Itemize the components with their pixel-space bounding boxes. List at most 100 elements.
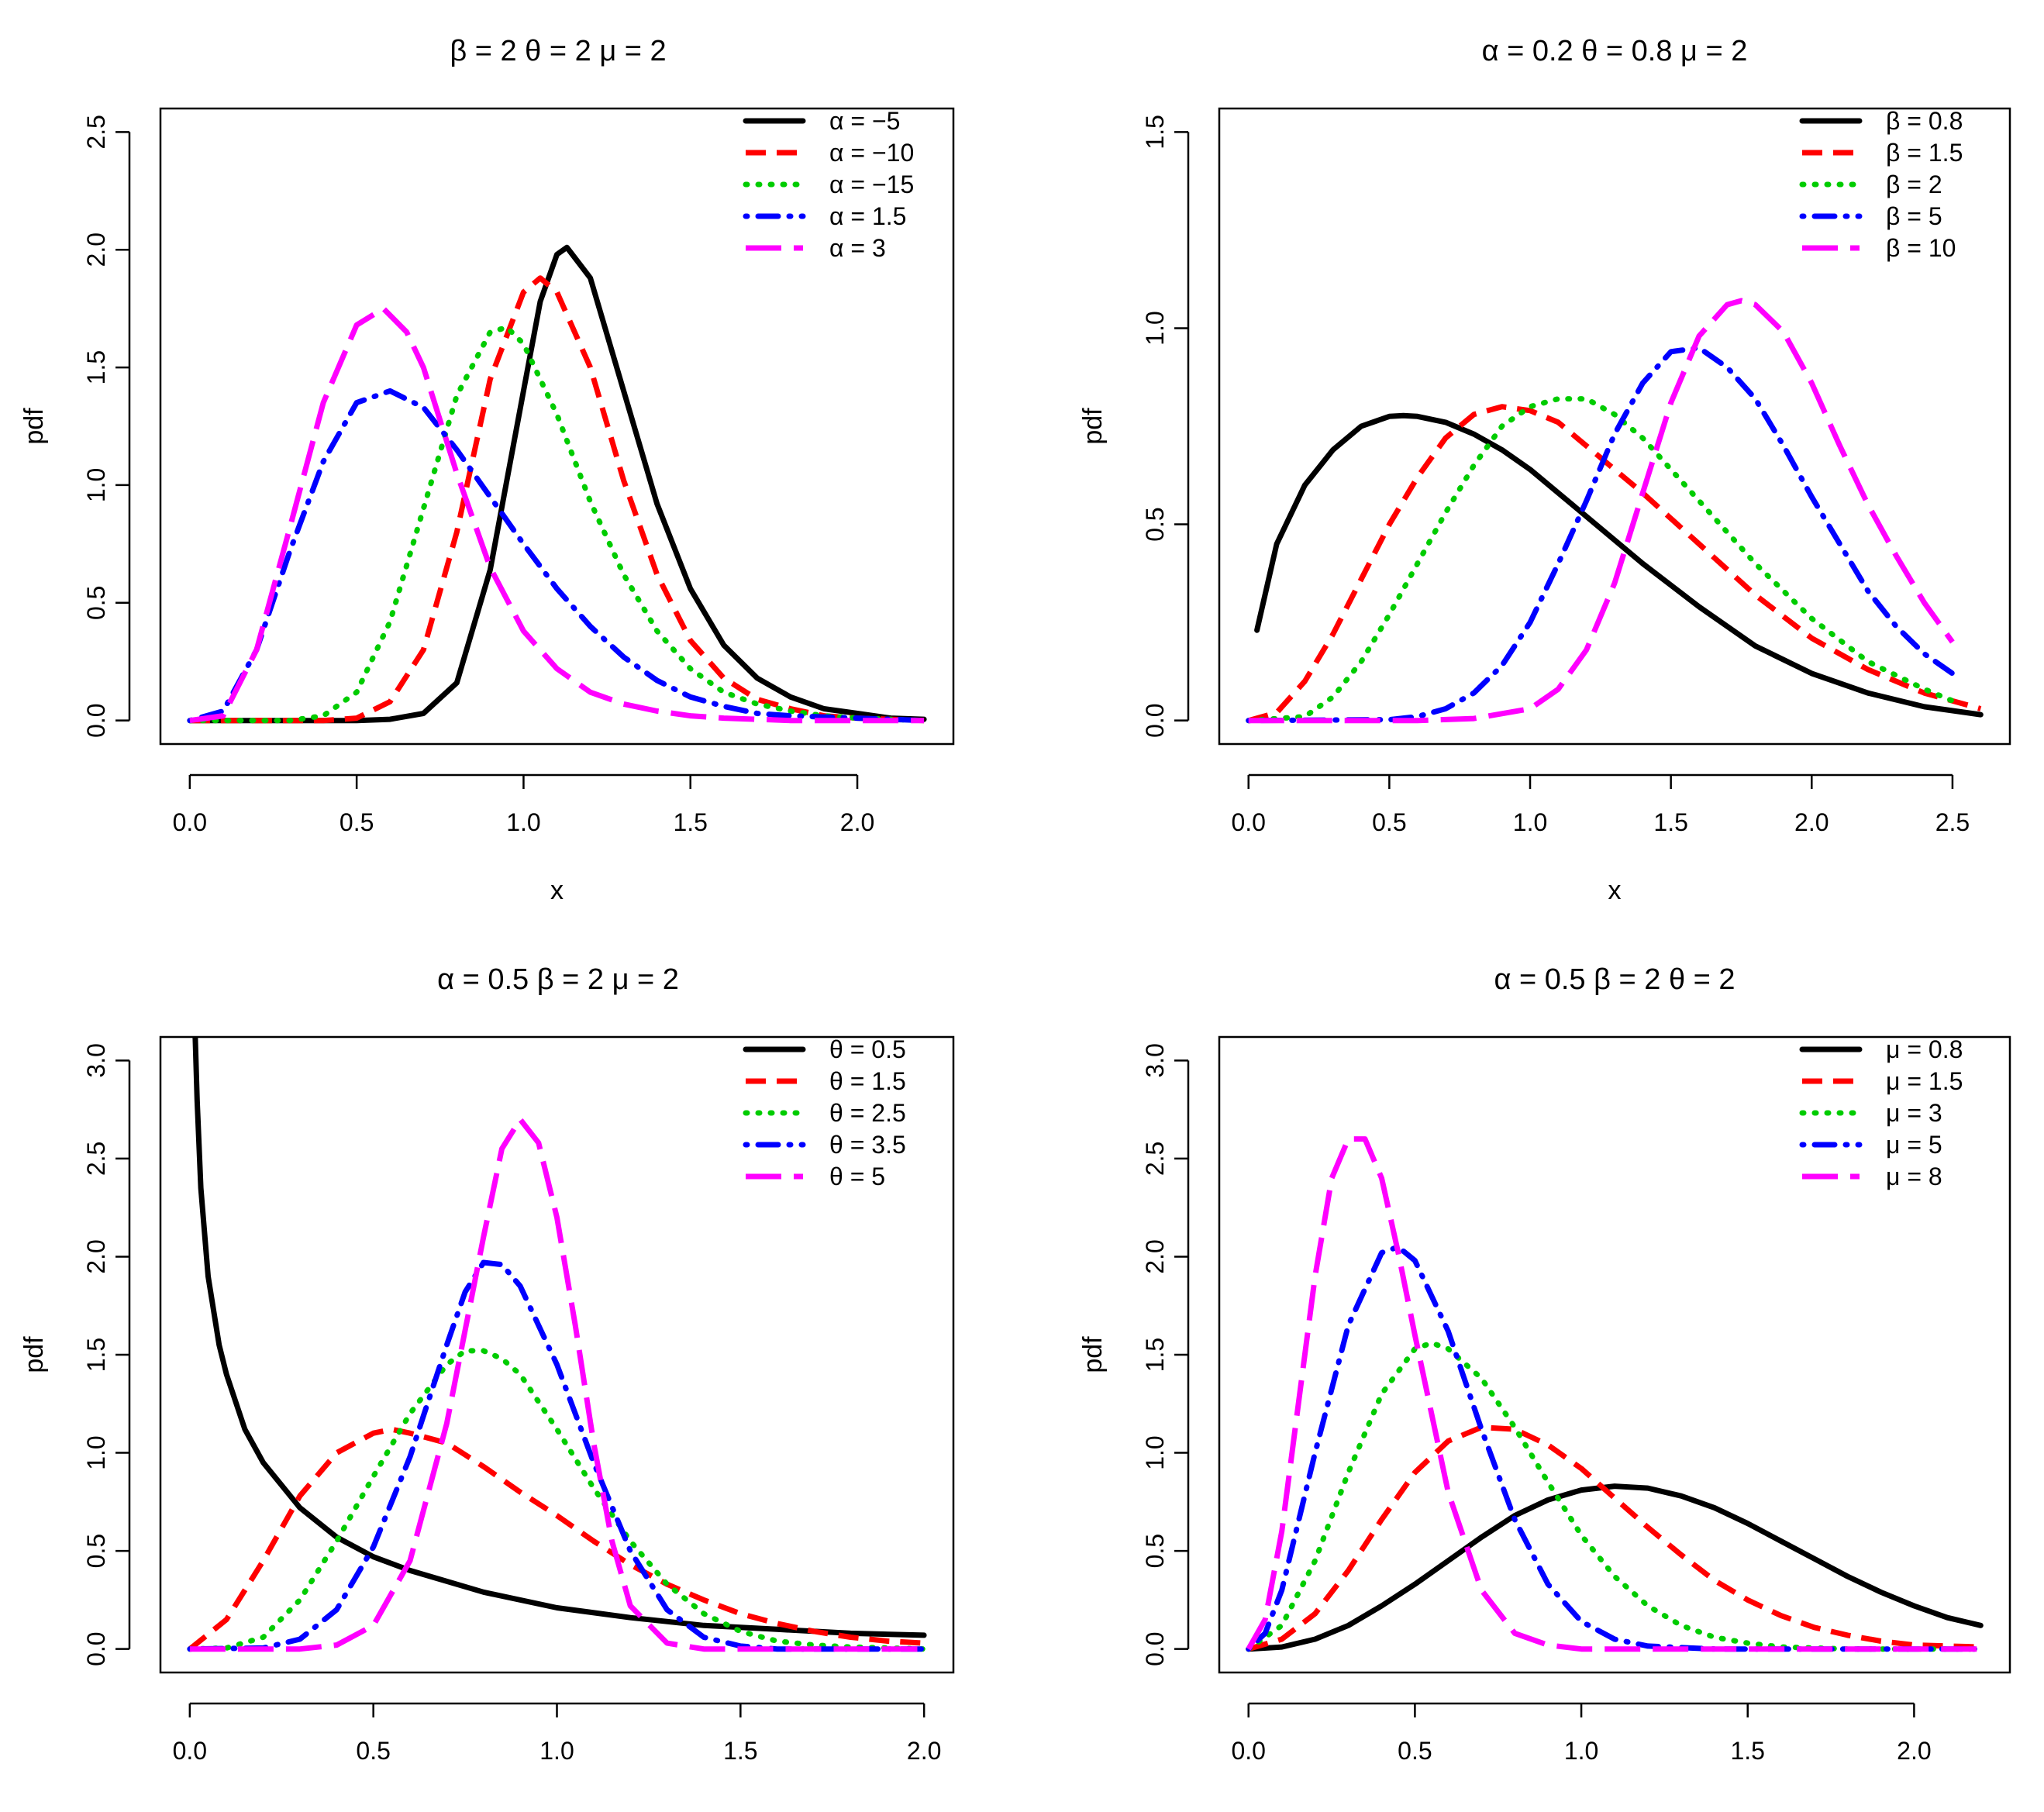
chart-panel-bottom-left: α = 0.5 β = 2 μ = 2 0.0 0.5 1.0 1.5 2.0 x 0.0 0.… bbox=[19, 963, 955, 1812]
y-tick-label: 0.0 bbox=[1141, 1631, 1169, 1666]
y-tick-label: 0.5 bbox=[82, 1534, 110, 1568]
x-tick-label: 2.0 bbox=[840, 808, 874, 836]
series-line-3 bbox=[1246, 396, 1956, 724]
y-tick-label: 1.5 bbox=[1141, 115, 1169, 149]
plot-frame bbox=[1218, 107, 2011, 746]
series-line-4 bbox=[187, 1259, 927, 1652]
y-axis-label: pdf bbox=[1078, 1336, 1108, 1373]
series-line-5 bbox=[1248, 298, 1955, 724]
series-lines bbox=[187, 1037, 927, 1652]
y-tick-label: 1.5 bbox=[82, 350, 110, 384]
y-tick-label: 1.5 bbox=[1141, 1338, 1169, 1372]
x-tick-label: 2.0 bbox=[907, 1737, 941, 1765]
legend-entry: β = 10 bbox=[1886, 234, 1956, 262]
y-axis: 0.0 0.5 1.0 1.5 bbox=[1141, 115, 1190, 738]
plot-frame bbox=[159, 1035, 955, 1674]
x-axis: 0.0 0.5 1.0 1.5 2.0 bbox=[173, 1702, 941, 1765]
plot-frame bbox=[1218, 1035, 2011, 1674]
legend-entry: θ = 0.5 bbox=[829, 1035, 906, 1063]
legend-entry: α = 1.5 bbox=[829, 202, 906, 230]
y-axis: 0.0 0.5 1.0 1.5 2.0 2.5 3.0 bbox=[82, 1043, 131, 1666]
x-tick-label: 1.0 bbox=[1564, 1737, 1598, 1765]
y-tick-label: 1.0 bbox=[82, 468, 110, 502]
x-axis-label: x bbox=[550, 1804, 564, 1812]
y-tick-label: 0.5 bbox=[1141, 1534, 1169, 1568]
x-tick-label: 0.5 bbox=[1398, 1737, 1432, 1765]
legend: μ = 0.8 μ = 1.5 μ = 3 μ = 5 μ = 8 bbox=[1799, 1035, 1963, 1190]
series-line-4 bbox=[187, 388, 927, 724]
y-axis-label: pdf bbox=[19, 408, 49, 445]
x-axis: 0.0 0.5 1.0 1.5 2.0 bbox=[173, 773, 874, 836]
y-tick-label: 1.5 bbox=[82, 1338, 110, 1372]
y-axis-label: pdf bbox=[19, 1336, 49, 1373]
x-axis: 0.0 0.5 1.0 1.5 2.0 bbox=[1231, 1702, 1932, 1765]
y-tick-label: 0.5 bbox=[1141, 507, 1169, 541]
x-axis: 0.0 0.5 1.0 1.5 2.0 2.5 bbox=[1231, 773, 1970, 836]
legend-entry: θ = 1.5 bbox=[829, 1067, 906, 1095]
series-line-5 bbox=[189, 305, 925, 724]
legend-entry: θ = 3.5 bbox=[829, 1131, 906, 1159]
y-tick-label: 1.0 bbox=[82, 1435, 110, 1469]
y-tick-label: 2.5 bbox=[1141, 1142, 1169, 1176]
y-axis: 0.0 0.5 1.0 1.5 2.0 2.5 bbox=[82, 115, 131, 738]
y-tick-label: 0.0 bbox=[82, 703, 110, 737]
series-lines bbox=[1246, 298, 1984, 724]
chart-title: α = 0.5 β = 2 μ = 2 bbox=[437, 963, 679, 996]
series-line-5 bbox=[1246, 1136, 1981, 1652]
series-line-2 bbox=[1247, 1424, 1981, 1652]
x-tick-label: 1.5 bbox=[723, 1737, 757, 1765]
y-axis: 0.0 0.5 1.0 1.5 2.0 2.5 3.0 bbox=[1141, 1043, 1190, 1666]
x-tick-label: 0.0 bbox=[173, 1737, 207, 1765]
x-tick-label: 1.0 bbox=[539, 1737, 574, 1765]
legend-entry: β = 0.8 bbox=[1886, 107, 1963, 135]
x-tick-label: 2.5 bbox=[1935, 808, 1970, 836]
legend: β = 0.8 β = 1.5 β = 2 β = 5 β = 10 bbox=[1799, 107, 1963, 262]
series-line-3 bbox=[1246, 1340, 1984, 1652]
y-tick-label: 2.5 bbox=[82, 1142, 110, 1176]
legend-entry: μ = 1.5 bbox=[1886, 1067, 1963, 1095]
chart-panel-top-right: α = 0.2 θ = 0.8 μ = 2 0.0 0.5 1.0 1.5 2.0 2.5 x… bbox=[1078, 35, 2011, 905]
x-tick-label: 1.5 bbox=[1653, 808, 1687, 836]
x-axis-label: x bbox=[550, 876, 564, 905]
series-line-2 bbox=[188, 1426, 925, 1652]
series-line-1 bbox=[192, 1037, 927, 1638]
x-tick-label: 0.0 bbox=[1231, 808, 1265, 836]
series-line-1 bbox=[1246, 1483, 1984, 1652]
y-tick-label: 2.0 bbox=[82, 233, 110, 267]
chart-title: α = 0.5 β = 2 θ = 2 bbox=[1494, 963, 1735, 996]
legend-entry: β = 1.5 bbox=[1886, 139, 1963, 167]
chart-title: α = 0.2 θ = 0.8 μ = 2 bbox=[1482, 35, 1748, 67]
legend-entry: α = −10 bbox=[829, 139, 914, 167]
x-tick-label: 1.5 bbox=[1730, 1737, 1764, 1765]
x-tick-label: 0.0 bbox=[1231, 1737, 1265, 1765]
y-axis-label: pdf bbox=[1078, 408, 1108, 445]
legend-entry: α = −15 bbox=[829, 171, 914, 198]
legend-entry: α = −5 bbox=[829, 107, 900, 135]
y-tick-label: 2.5 bbox=[82, 115, 110, 149]
series-line-4 bbox=[1246, 345, 1956, 724]
x-tick-label: 2.0 bbox=[1794, 808, 1829, 836]
x-axis-label: x bbox=[1608, 876, 1622, 905]
legend-entry: θ = 5 bbox=[829, 1163, 885, 1190]
series-line-1 bbox=[187, 244, 927, 724]
series-lines bbox=[187, 244, 927, 724]
x-tick-label: 1.5 bbox=[673, 808, 707, 836]
legend-entry: μ = 5 bbox=[1886, 1131, 1942, 1159]
x-tick-label: 0.0 bbox=[173, 808, 207, 836]
y-tick-label: 1.0 bbox=[1141, 311, 1169, 345]
x-tick-label: 1.0 bbox=[1513, 808, 1547, 836]
x-axis-label: x bbox=[1608, 1804, 1622, 1812]
x-tick-label: 0.5 bbox=[356, 1737, 390, 1765]
chart-panel-top-left: β = 2 θ = 2 μ = 2 0.0 0.5 1.0 1.5 2.0 x 0.0 0.5 1… bbox=[19, 35, 955, 905]
y-tick-label: 2.0 bbox=[1141, 1239, 1169, 1273]
plot-frame bbox=[159, 107, 955, 746]
y-tick-label: 1.0 bbox=[1141, 1435, 1169, 1469]
y-tick-label: 3.0 bbox=[1141, 1043, 1169, 1077]
chart-panel-bottom-right: α = 0.5 β = 2 θ = 20.00.51.01.52.0x0.00.… bbox=[1078, 963, 2011, 1812]
series-line-5 bbox=[189, 1116, 925, 1652]
legend-entry: μ = 0.8 bbox=[1886, 1035, 1963, 1063]
x-tick-label: 0.5 bbox=[340, 808, 374, 836]
legend-entry: μ = 3 bbox=[1886, 1099, 1942, 1127]
series-line-2 bbox=[1247, 404, 1982, 724]
